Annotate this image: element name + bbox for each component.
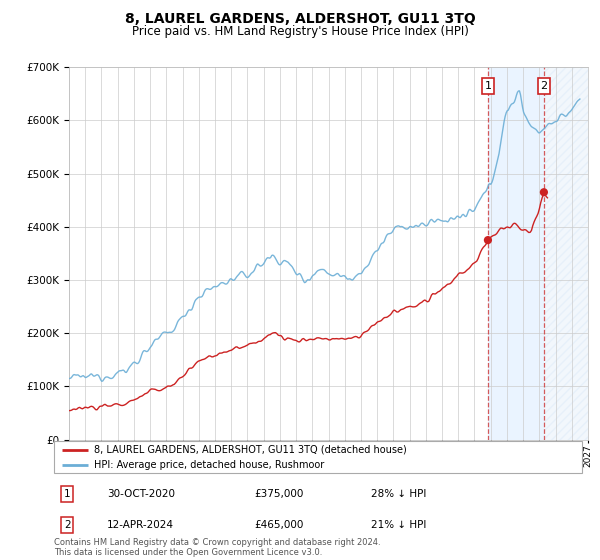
Text: 2: 2: [541, 81, 547, 91]
Bar: [544, 67, 588, 440]
Text: 21% ↓ HPI: 21% ↓ HPI: [371, 520, 426, 530]
Text: £375,000: £375,000: [254, 489, 304, 498]
Bar: [488, 67, 544, 440]
Text: 28% ↓ HPI: 28% ↓ HPI: [371, 489, 426, 498]
Text: 8, LAUREL GARDENS, ALDERSHOT, GU11 3TQ (detached house): 8, LAUREL GARDENS, ALDERSHOT, GU11 3TQ (…: [94, 445, 406, 455]
Point: [539, 188, 548, 197]
Text: £465,000: £465,000: [254, 520, 304, 530]
Text: 1: 1: [64, 489, 71, 498]
FancyBboxPatch shape: [54, 441, 582, 473]
Text: 2: 2: [64, 520, 71, 530]
Bar: [544, 67, 588, 440]
Point: [483, 236, 493, 245]
Text: 30-OCT-2020: 30-OCT-2020: [107, 489, 175, 498]
Text: 1: 1: [484, 81, 491, 91]
Text: HPI: Average price, detached house, Rushmoor: HPI: Average price, detached house, Rush…: [94, 460, 324, 470]
Text: 8, LAUREL GARDENS, ALDERSHOT, GU11 3TQ: 8, LAUREL GARDENS, ALDERSHOT, GU11 3TQ: [125, 12, 475, 26]
Text: Price paid vs. HM Land Registry's House Price Index (HPI): Price paid vs. HM Land Registry's House …: [131, 25, 469, 38]
Text: 12-APR-2024: 12-APR-2024: [107, 520, 174, 530]
Text: Contains HM Land Registry data © Crown copyright and database right 2024.
This d: Contains HM Land Registry data © Crown c…: [54, 538, 380, 557]
